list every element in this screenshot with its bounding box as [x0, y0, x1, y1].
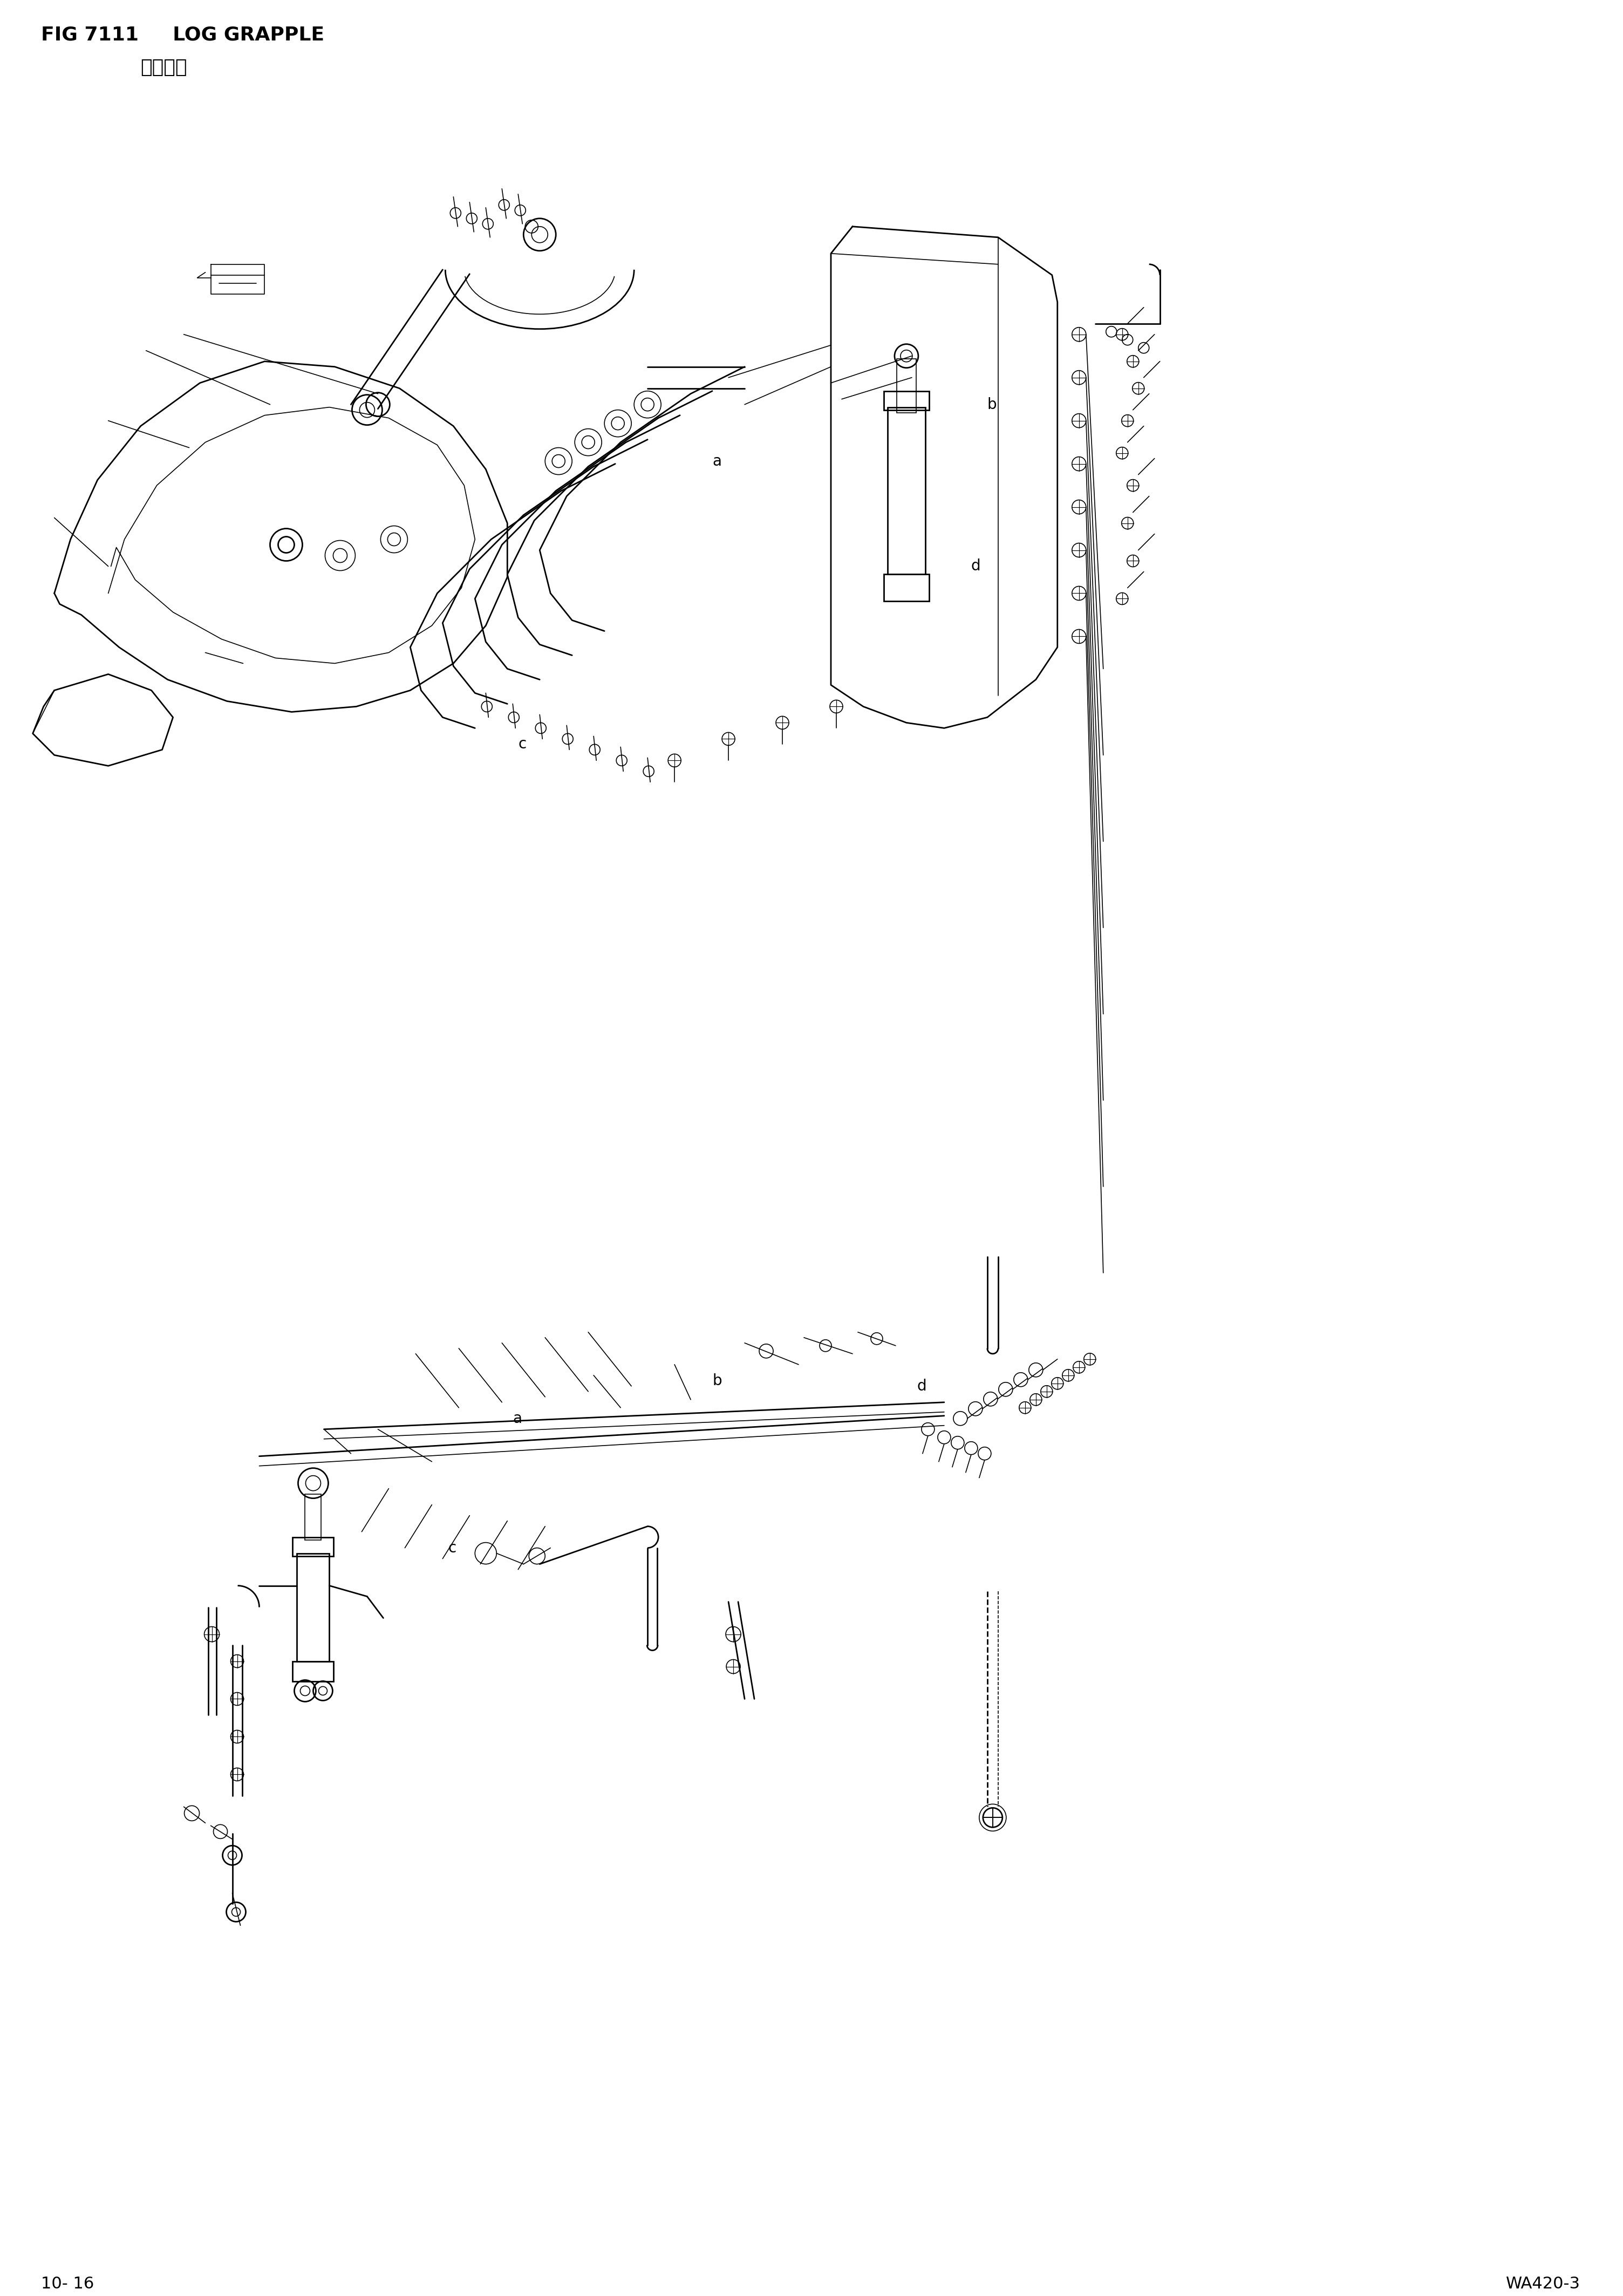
Text: a: a: [513, 1412, 523, 1426]
Text: c: c: [448, 1541, 456, 1554]
Bar: [305, 1495, 321, 1541]
Text: 原木抓具: 原木抓具: [141, 57, 187, 76]
Bar: [297, 1554, 329, 1662]
Text: FIG 7111     LOG GRAPPLE: FIG 7111 LOG GRAPPLE: [41, 25, 325, 44]
Bar: [292, 1536, 334, 1557]
Bar: [885, 574, 928, 602]
Text: d: d: [917, 1378, 927, 1394]
Bar: [292, 1662, 334, 1681]
Text: WA420-3: WA420-3: [1506, 2275, 1581, 2291]
Text: b: b: [987, 397, 997, 411]
Text: 10- 16: 10- 16: [41, 2275, 94, 2291]
Bar: [885, 390, 928, 411]
Text: a: a: [712, 455, 722, 468]
Text: b: b: [712, 1373, 722, 1389]
Bar: [898, 358, 915, 413]
Text: d: d: [971, 558, 980, 574]
Text: c: c: [518, 737, 526, 751]
Bar: [888, 406, 925, 574]
